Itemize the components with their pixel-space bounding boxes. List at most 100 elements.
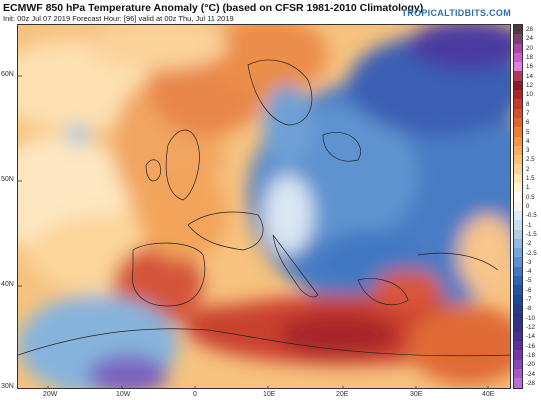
colorbar-swatch <box>514 62 522 72</box>
colorbar-swatch <box>514 257 522 267</box>
colorbar-label: 1.5 <box>526 175 535 183</box>
lon-label-10e: 10E <box>263 391 276 398</box>
lon-label-40e: 40E <box>482 391 495 398</box>
lon-label-30e: 30E <box>410 391 423 398</box>
colorbar-label: 10 <box>526 91 533 99</box>
great-britain-coast <box>165 129 200 201</box>
colorbar-label: -1 <box>526 221 532 229</box>
lat-label-60n: 60N <box>1 71 14 78</box>
colorbar-legend <box>513 24 523 389</box>
colorbar-swatch <box>514 155 522 165</box>
colorbar-swatch <box>514 34 522 44</box>
colorbar-label: -4 <box>526 268 532 276</box>
graticule-ticks <box>18 75 489 388</box>
france-coast <box>187 211 264 251</box>
greece-turkey-coast <box>357 278 409 306</box>
colorbar-swatch <box>514 43 522 53</box>
scandinavia-coast <box>247 59 313 126</box>
italy-coast <box>272 234 319 298</box>
colorbar-swatch <box>514 52 522 63</box>
lat-label-50n: 50N <box>1 176 14 183</box>
map-canvas <box>18 25 510 388</box>
colorbar-label: -6 <box>526 286 532 294</box>
colorbar-label: 18 <box>526 54 533 62</box>
colorbar-swatch <box>514 229 522 239</box>
anomaly-field <box>18 25 510 388</box>
colorbar-swatch <box>514 276 522 286</box>
colorbar-swatch <box>514 294 522 304</box>
lat-label-40n: 40N <box>1 281 14 288</box>
colorbar-label: -20 <box>526 361 535 369</box>
colorbar-label: 28 <box>526 26 533 34</box>
colorbar-swatch <box>514 80 522 91</box>
colorbar-swatch <box>514 368 522 379</box>
colorbar-swatch <box>514 210 522 221</box>
iberia-coast <box>131 242 206 307</box>
colorbar-label: -5 <box>526 277 532 285</box>
colorbar-swatch <box>514 25 522 35</box>
colorbar-swatch <box>514 331 522 342</box>
colorbar-label: -12 <box>526 324 535 331</box>
colorbar-swatch <box>514 117 522 128</box>
colorbar-label: 24 <box>526 35 533 43</box>
colorbar-label: 0 <box>526 203 530 210</box>
colorbar-swatch <box>514 108 522 118</box>
colorbar-swatch <box>514 322 522 332</box>
colorbar-swatch <box>514 136 522 146</box>
colorbar-label: -7 <box>526 296 532 304</box>
colorbar-label: 1 <box>526 184 530 192</box>
colorbar-swatch <box>514 303 522 314</box>
colorbar-label: -3 <box>526 258 532 266</box>
colorbar-swatch <box>514 266 522 277</box>
colorbar-swatch <box>514 99 522 109</box>
black-sea-coast <box>417 252 499 271</box>
colorbar-label: 8 <box>526 100 530 108</box>
colorbar-label: -0.5 <box>526 212 537 220</box>
colorbar-swatch <box>514 71 522 81</box>
colorbar-label: 3 <box>526 147 530 155</box>
colorbar-label: 4 <box>526 137 530 145</box>
colorbar-label: 16 <box>526 63 533 71</box>
colorbar-label: -14 <box>526 333 535 341</box>
colorbar-label: 14 <box>526 72 533 80</box>
colorbar-swatch <box>514 378 522 388</box>
colorbar-label: -24 <box>526 370 535 378</box>
brand-logo-text[interactable]: TROPICALTIDBITS.COM <box>401 8 511 18</box>
colorbar-swatch <box>514 341 522 351</box>
colorbar-label: 6 <box>526 119 530 127</box>
colorbar-label: 12 <box>526 82 533 89</box>
lon-label-10w: 10W <box>116 391 131 398</box>
colorbar-label: 2.5 <box>526 156 535 164</box>
colorbar-swatch <box>514 350 522 360</box>
colorbar-swatch <box>514 285 522 295</box>
north-africa-coast <box>18 328 510 357</box>
colorbar-label: 5 <box>526 128 530 136</box>
lon-label-0: 0 <box>193 391 197 398</box>
colorbar-label: -16 <box>526 342 535 350</box>
colorbar-swatch <box>514 127 522 137</box>
colorbar-label: 0.5 <box>526 193 535 201</box>
colorbar-swatch <box>514 238 522 249</box>
lon-label-20e: 20E <box>336 391 349 398</box>
header: ECMWF 850 hPa Temperature Anomaly (°C) (… <box>0 0 541 24</box>
lon-label-20w: 20W <box>43 391 58 398</box>
colorbar-swatch <box>514 248 522 258</box>
colorbar-label: 20 <box>526 44 533 52</box>
colorbar-label: -2.5 <box>526 249 537 257</box>
colorbar-label: -1.5 <box>526 230 537 238</box>
colorbar-label: 2 <box>526 165 530 173</box>
lat-label-30n: 30N <box>1 383 14 390</box>
colorbar-label: -2 <box>526 240 532 248</box>
baltic-coast <box>322 132 361 162</box>
coastlines <box>18 59 510 357</box>
colorbar-swatch <box>514 90 522 100</box>
colorbar-swatch <box>514 359 522 369</box>
colorbar-label: -8 <box>526 305 532 313</box>
map-subtitle: Init: 00z Jul 07 2019 Forecast Hour: [96… <box>3 14 234 23</box>
colorbar-label: -10 <box>526 314 535 322</box>
colorbar-swatch <box>514 192 522 202</box>
colorbar-swatch <box>514 183 522 193</box>
colorbar-label: 7 <box>526 109 530 117</box>
map-title: ECMWF 850 hPa Temperature Anomaly (°C) (… <box>3 2 424 14</box>
colorbar-label: -18 <box>526 351 535 359</box>
